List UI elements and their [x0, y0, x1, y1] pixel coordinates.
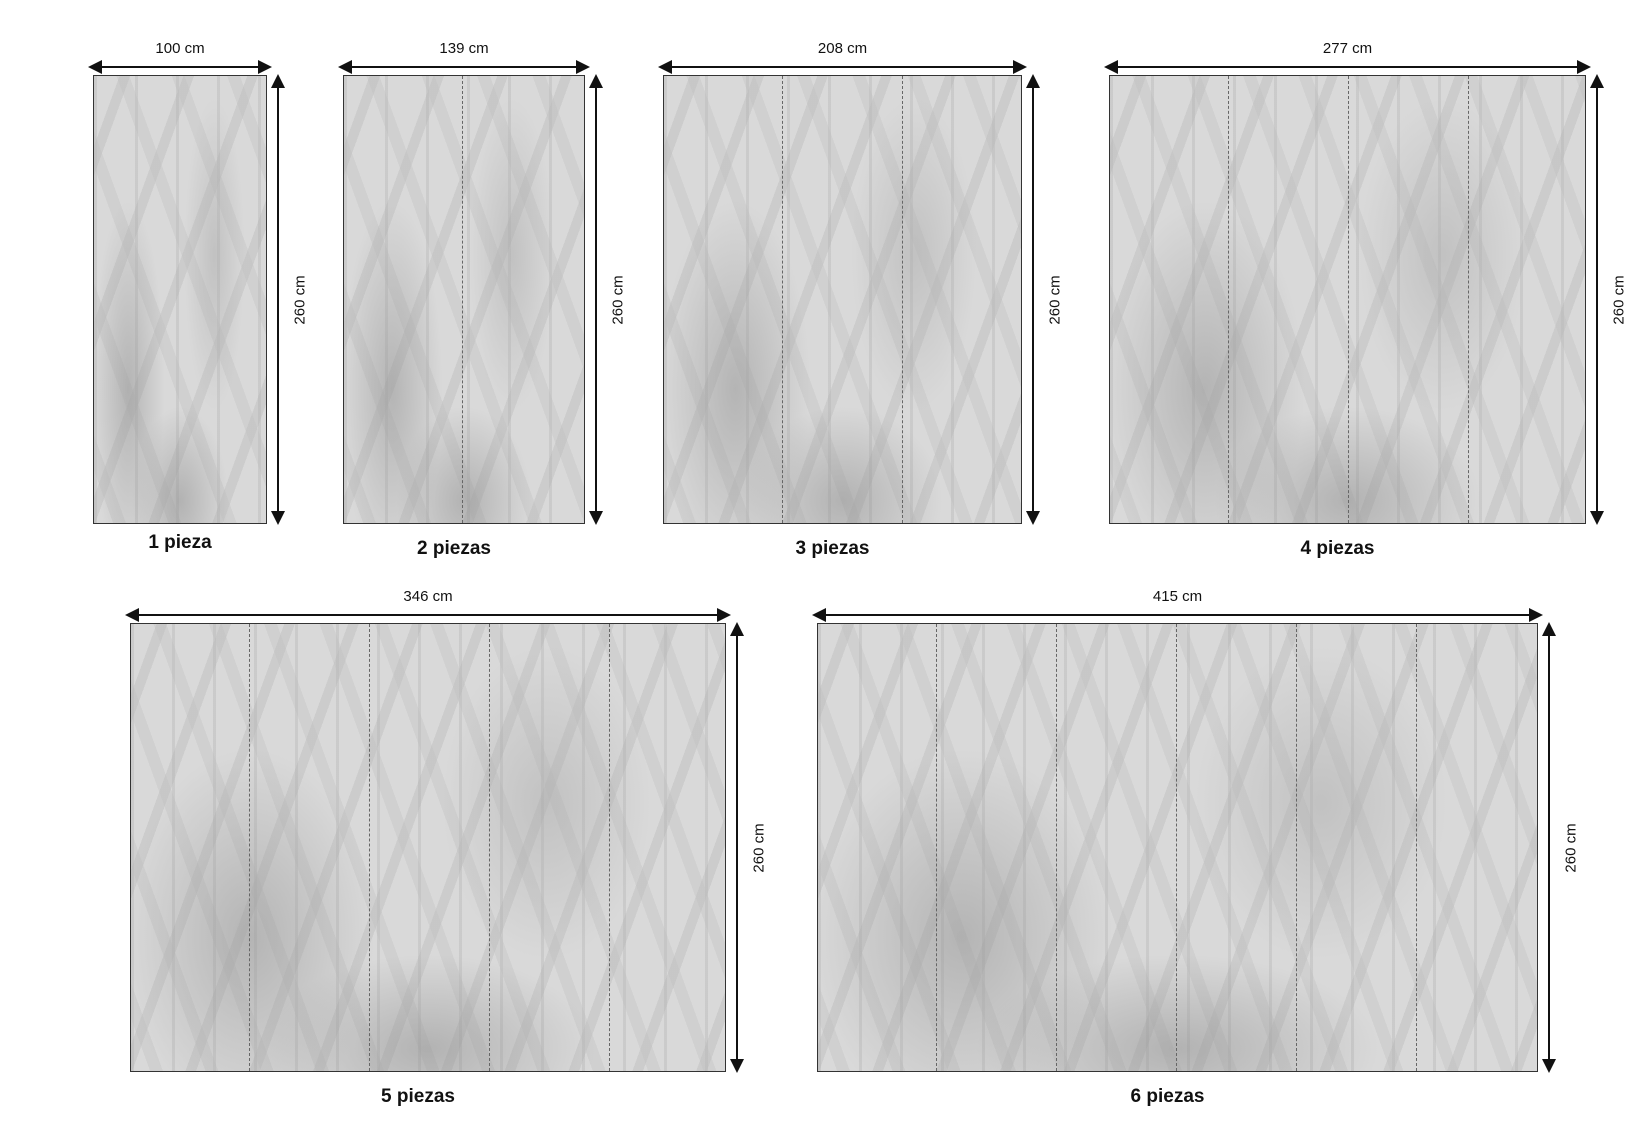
width-arrow — [338, 60, 590, 74]
width-label: 100 cm — [155, 40, 205, 57]
height-arrow — [271, 74, 285, 525]
panel-seam — [462, 76, 463, 523]
panel-seam — [782, 76, 783, 523]
width-arrow — [812, 608, 1543, 622]
panel-seam — [1416, 624, 1417, 1071]
panel-seam — [609, 624, 610, 1071]
height-arrow — [730, 622, 744, 1073]
width-arrow — [658, 60, 1027, 74]
panel-seam — [1468, 76, 1469, 523]
height-label: 260 cm — [1562, 822, 1580, 873]
pieces-label: 4 piezas — [1300, 538, 1375, 559]
width-arrow — [125, 608, 731, 622]
height-arrow — [589, 74, 603, 525]
width-label: 139 cm — [439, 40, 489, 57]
panel-seam — [1228, 76, 1229, 523]
pieces-label: 3 piezas — [795, 538, 870, 559]
height-label: 260 cm — [750, 822, 768, 873]
pieces-label: 6 piezas — [1130, 1086, 1205, 1107]
panel-seam — [1296, 624, 1297, 1071]
panel-seam — [1056, 624, 1057, 1071]
width-arrow — [88, 60, 272, 74]
width-label: 415 cm — [1152, 588, 1203, 605]
panel-seam — [489, 624, 490, 1071]
height-arrow — [1026, 74, 1040, 525]
height-label: 260 cm — [609, 274, 627, 325]
wallpaper-panel — [817, 623, 1538, 1072]
width-label: 346 cm — [403, 588, 453, 605]
pieces-label: 5 piezas — [381, 1086, 455, 1107]
width-label: 277 cm — [1322, 40, 1373, 57]
wallpaper-panel — [1109, 75, 1586, 524]
panel-seam — [902, 76, 903, 523]
panel-seam — [936, 624, 937, 1071]
height-arrow — [1542, 622, 1556, 1073]
height-label: 260 cm — [1610, 274, 1625, 325]
wallpaper-panel — [130, 623, 726, 1072]
height-label: 260 cm — [1046, 274, 1064, 325]
panel-seam — [1176, 624, 1177, 1071]
height-arrow — [1590, 74, 1604, 525]
pieces-label: 1 pieza — [148, 532, 212, 553]
wallpaper-panel — [93, 75, 267, 524]
panel-seam — [249, 624, 250, 1071]
panel-seam — [1348, 76, 1349, 523]
panel-seam — [369, 624, 370, 1071]
width-arrow — [1104, 60, 1591, 74]
wallpaper-panel — [663, 75, 1022, 524]
height-label: 260 cm — [291, 274, 309, 325]
wallpaper-panel — [343, 75, 585, 524]
width-label: 208 cm — [817, 40, 868, 57]
pieces-label: 2 piezas — [417, 538, 491, 559]
